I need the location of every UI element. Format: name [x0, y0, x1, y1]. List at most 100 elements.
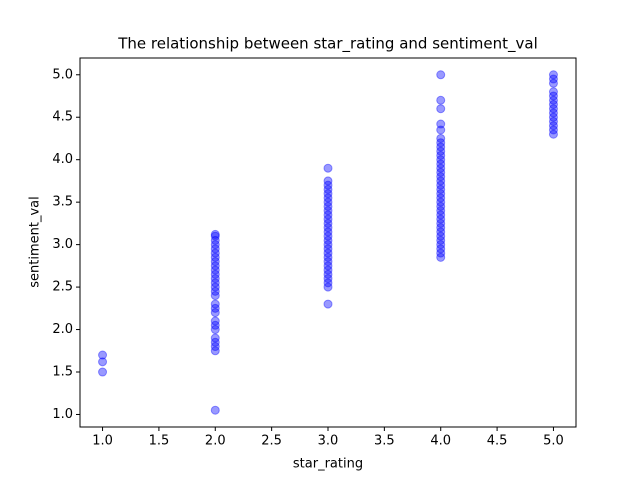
point	[548, 78, 558, 88]
point	[436, 172, 446, 182]
point	[436, 70, 446, 80]
point	[323, 235, 333, 245]
point	[436, 193, 446, 203]
point	[436, 155, 446, 165]
point	[210, 274, 220, 284]
point	[210, 346, 220, 356]
point	[436, 210, 446, 220]
point	[210, 325, 220, 335]
point	[210, 337, 220, 347]
point	[323, 176, 333, 186]
x-axis-label: star_rating	[293, 457, 363, 472]
y-tick-label: 1.5	[52, 365, 73, 380]
point	[210, 316, 220, 326]
point	[323, 193, 333, 203]
point	[210, 342, 220, 352]
point	[548, 116, 558, 126]
point	[548, 104, 558, 114]
point	[323, 244, 333, 254]
point	[436, 235, 446, 245]
x-tick-label: 3.0	[318, 434, 339, 449]
point	[98, 350, 108, 360]
point	[323, 223, 333, 233]
point	[323, 184, 333, 194]
y-tick-label: 3.5	[52, 195, 73, 210]
point	[436, 125, 446, 135]
x-tick-label: 4.0	[430, 434, 451, 449]
point	[210, 229, 220, 239]
point	[210, 248, 220, 258]
point	[436, 227, 446, 237]
point	[323, 274, 333, 284]
point	[210, 291, 220, 301]
point	[436, 104, 446, 114]
chart-title: The relationship between star_rating and…	[117, 35, 538, 54]
point	[323, 189, 333, 199]
point	[323, 206, 333, 216]
point	[436, 146, 446, 156]
point	[436, 240, 446, 250]
point	[436, 214, 446, 224]
point	[210, 333, 220, 343]
y-tick-label: 3.0	[52, 237, 73, 252]
y-tick-label: 2.0	[52, 322, 73, 337]
point	[436, 142, 446, 152]
y-axis-label: sentiment_val	[28, 196, 43, 288]
x-tick-label: 3.5	[374, 434, 395, 449]
point	[436, 138, 446, 148]
y-tick-label: 5.0	[52, 67, 73, 82]
point	[436, 197, 446, 207]
point	[436, 176, 446, 186]
point	[548, 125, 558, 135]
point	[323, 261, 333, 271]
point	[323, 231, 333, 241]
point	[210, 282, 220, 292]
point	[323, 248, 333, 258]
x-tick-label: 2.5	[261, 434, 282, 449]
point	[210, 240, 220, 250]
point	[323, 282, 333, 292]
point	[548, 99, 558, 109]
point	[323, 180, 333, 190]
point	[548, 91, 558, 101]
point	[548, 70, 558, 80]
point	[323, 201, 333, 211]
point	[323, 257, 333, 267]
point	[436, 95, 446, 105]
point	[210, 235, 220, 245]
point	[436, 206, 446, 216]
point	[210, 278, 220, 288]
point	[548, 95, 558, 105]
point	[323, 163, 333, 173]
point	[210, 252, 220, 262]
point	[323, 218, 333, 228]
point	[436, 252, 446, 262]
point	[323, 299, 333, 309]
point	[98, 357, 108, 367]
x-tick-label: 2.0	[205, 434, 226, 449]
point	[436, 150, 446, 160]
point	[210, 303, 220, 313]
point	[323, 278, 333, 288]
point	[210, 261, 220, 271]
point	[323, 214, 333, 224]
point	[436, 231, 446, 241]
point	[323, 252, 333, 262]
point	[323, 240, 333, 250]
point	[436, 159, 446, 169]
point	[436, 189, 446, 199]
y-tick-label: 1.0	[52, 407, 73, 422]
point	[210, 269, 220, 279]
point	[548, 112, 558, 122]
point	[436, 244, 446, 254]
point	[210, 286, 220, 296]
point	[436, 133, 446, 143]
point	[210, 405, 220, 415]
point	[323, 227, 333, 237]
point	[436, 223, 446, 233]
point	[323, 265, 333, 275]
point	[210, 231, 220, 241]
point	[436, 184, 446, 194]
